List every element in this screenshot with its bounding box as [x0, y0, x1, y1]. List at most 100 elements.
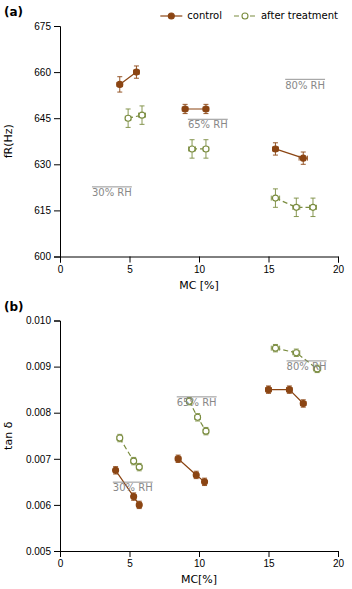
legend-label: control	[187, 10, 222, 21]
point	[133, 69, 139, 75]
annotation-overline	[177, 396, 217, 397]
x-error-bar	[293, 205, 300, 210]
y-tick: 0.008	[26, 407, 60, 418]
point	[203, 106, 209, 112]
y-error-bar	[131, 457, 136, 464]
annotation-overline	[92, 186, 132, 187]
y-error-bar	[294, 349, 299, 356]
y-tick-mark	[54, 413, 60, 414]
panel-title: (a)	[4, 5, 23, 19]
y-error-bar	[273, 344, 278, 351]
y-tick-mark	[54, 118, 60, 119]
x-error-bar	[273, 146, 279, 151]
y-error-bar	[273, 189, 278, 207]
point	[293, 204, 299, 210]
y-axis: 0.0050.0060.0070.0080.0090.010	[26, 315, 61, 557]
y-error-bar	[203, 427, 208, 434]
x-error-bar	[310, 205, 317, 210]
point	[195, 414, 201, 420]
y-error-bar	[310, 198, 315, 216]
y-tick-mark	[54, 210, 60, 211]
point	[193, 472, 199, 478]
y-error-bar	[140, 106, 145, 124]
x-tick: 10	[194, 257, 206, 275]
y-tick: 0.006	[26, 500, 60, 511]
x-tick-mark	[338, 257, 339, 263]
x-error-bar	[131, 459, 137, 464]
y-tick-mark	[54, 459, 60, 460]
series	[271, 189, 316, 217]
y-tick-mark	[54, 505, 60, 506]
annotation-overline	[188, 119, 228, 120]
series	[117, 66, 140, 92]
x-error-bar	[300, 401, 306, 406]
x-tick: 10	[194, 551, 206, 569]
point	[202, 479, 208, 485]
x-error-bar	[175, 456, 181, 461]
y-tick: 630	[34, 159, 60, 170]
x-tick-mark	[199, 551, 200, 557]
x-error-bar	[137, 502, 141, 507]
x-tick: 15	[263, 257, 275, 275]
x-tick: 15	[263, 551, 275, 569]
y-tick-mark	[54, 367, 60, 368]
annotations: 30% RH65% RH80% RH	[92, 79, 325, 198]
x-tick-label: 5	[127, 558, 133, 569]
x-tick-label: 15	[263, 264, 275, 275]
x-tick: 0	[58, 257, 64, 275]
x-axis-title: MC[%]	[181, 573, 217, 586]
legend-item: control	[160, 10, 222, 21]
x-tick: 20	[333, 257, 345, 275]
x-error-bar	[202, 479, 206, 484]
y-tick: 600	[34, 251, 60, 262]
y-axis: 600615630645660675	[34, 21, 60, 263]
x-tick-label: 20	[333, 558, 345, 569]
legend: controlafter treatment	[160, 10, 338, 21]
x-error-bar	[114, 468, 118, 473]
y-error-bar	[131, 493, 136, 500]
point	[182, 106, 188, 112]
x-axis: 0 5 10 15 20	[58, 257, 345, 275]
annotation: 30% RH	[113, 482, 153, 493]
y-error-bar	[137, 501, 142, 508]
annotation: 65% RH	[177, 397, 217, 408]
x-tick-mark	[199, 257, 200, 263]
x-axis: 0 5 10 15 20	[58, 551, 345, 569]
panel-title: (b)	[4, 300, 24, 314]
y-tick-label: 0.008	[26, 407, 51, 418]
y-error-bar	[183, 104, 188, 113]
x-error-bar	[117, 82, 123, 87]
y-error-bar	[117, 434, 122, 441]
y-tick-label: 675	[34, 21, 51, 32]
y-tick-label: 0.009	[26, 361, 51, 372]
x-error-bar	[125, 116, 131, 121]
point	[113, 467, 119, 473]
annotation: 30% RH	[92, 187, 132, 198]
y-axis-title: tan δ	[2, 421, 15, 450]
x-error-bar	[194, 472, 198, 477]
y-tick-label: 645	[34, 113, 51, 124]
y-error-bar	[190, 140, 195, 158]
y-error-bar	[273, 143, 278, 155]
point	[300, 400, 306, 406]
panel: 051015200.0050.0060.0070.0080.0090.010MC…	[2, 300, 344, 587]
x-tick-label: 15	[263, 558, 275, 569]
y-tick: 675	[34, 21, 60, 32]
point	[293, 350, 299, 356]
x-tick: 5	[127, 257, 133, 275]
y-error-bar	[134, 66, 139, 78]
point	[125, 115, 131, 121]
x-error-bar	[189, 146, 196, 151]
x-tick: 0	[58, 551, 64, 569]
series	[189, 140, 209, 158]
x-tick-mark	[269, 551, 270, 557]
x-tick-mark	[269, 257, 270, 263]
y-error-bar	[301, 400, 306, 407]
x-error-bar	[203, 429, 209, 434]
y-tick-mark	[54, 72, 60, 73]
x-tick-label: 10	[194, 264, 206, 275]
legend-swatch-marker	[168, 13, 174, 19]
x-error-bar	[136, 465, 142, 470]
x-error-bar	[293, 350, 300, 355]
y-error-bar	[287, 386, 292, 393]
